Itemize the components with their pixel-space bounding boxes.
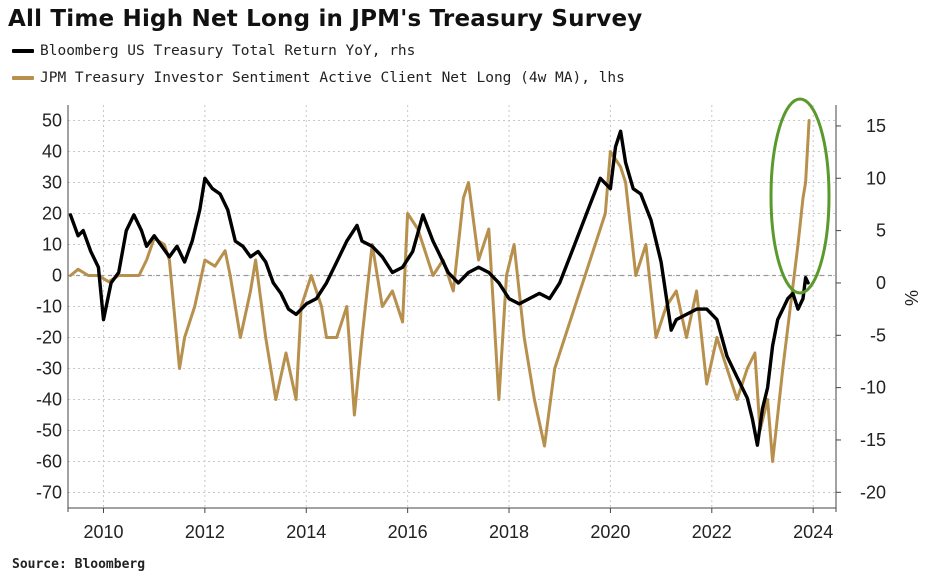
- source-note: Source: Bloomberg: [12, 557, 146, 572]
- left-tick-label: -20: [36, 328, 62, 348]
- right-tick-label: 15: [866, 116, 886, 136]
- left-tick-label: -40: [36, 390, 62, 410]
- x-tick-label: 2010: [83, 522, 123, 542]
- legend-swatch-gold: [12, 76, 34, 80]
- left-tick-label: 20: [42, 204, 62, 224]
- series-lines: [68, 119, 811, 463]
- right-tick-label: -10: [860, 378, 886, 398]
- x-tick-label: 2022: [692, 522, 732, 542]
- right-axis: 15 10 5 0 -5 -10 -15 -20%: [836, 116, 921, 502]
- right-tick-label: 10: [866, 168, 886, 188]
- series-line-treasury-return: [68, 129, 810, 447]
- right-axis-unit: %: [901, 290, 921, 306]
- left-tick-label: 40: [42, 142, 62, 162]
- annotation: [769, 97, 831, 295]
- left-tick-label: -30: [36, 359, 62, 379]
- left-tick-label: 0: [52, 266, 62, 286]
- left-tick-label: -60: [36, 452, 62, 472]
- left-tick-label: -50: [36, 421, 62, 441]
- left-tick-label: 10: [42, 235, 62, 255]
- right-tick-label: 0: [876, 273, 886, 293]
- legend-entry-treasury-return: Bloomberg US Treasury Total Return YoY, …: [12, 43, 415, 59]
- right-tick-label: 5: [876, 221, 886, 241]
- legend-label-net-long: JPM Treasury Investor Sentiment Active C…: [40, 70, 625, 86]
- legend-swatch-black: [12, 49, 34, 53]
- right-tick-label: -15: [860, 430, 886, 450]
- left-tick-label: -10: [36, 297, 62, 317]
- left-tick-label: 50: [42, 111, 62, 131]
- plot-frame: [67, 105, 837, 512]
- x-tick-label: 2012: [185, 522, 225, 542]
- legend-label-treasury-return: Bloomberg US Treasury Total Return YoY, …: [40, 43, 416, 59]
- x-tick-label: 2016: [388, 522, 428, 542]
- x-tick-label: 2024: [793, 522, 833, 542]
- gridlines: [68, 105, 836, 508]
- right-tick-label: -5: [870, 325, 886, 345]
- highlight-ellipse: [769, 97, 831, 295]
- left-tick-label: 30: [42, 173, 62, 193]
- x-tick-label: 2014: [286, 522, 326, 542]
- x-tick-label: 2018: [489, 522, 529, 542]
- x-tick-label: 2020: [590, 522, 630, 542]
- chart-title: All Time High Net Long in JPM's Treasury…: [8, 6, 643, 32]
- series-line-net-long: [69, 119, 811, 463]
- left-tick-label: -70: [36, 483, 62, 503]
- x-axis: 2010 2012 2014 2016 2018 2020 2022 2024: [83, 508, 833, 542]
- legend-entry-net-long: JPM Treasury Investor Sentiment Active C…: [12, 70, 625, 86]
- left-axis: 50 40 30 20 10 0 -10 -20 -30 -40 -50 -60 -70: [36, 111, 62, 503]
- right-tick-label: -20: [860, 482, 886, 502]
